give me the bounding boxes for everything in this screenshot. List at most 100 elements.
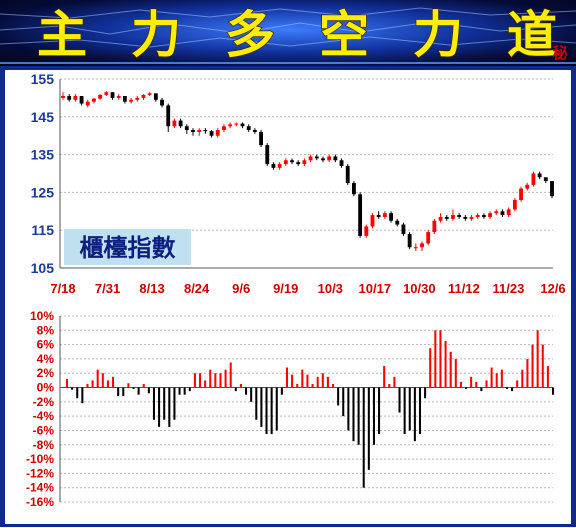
change-bar <box>352 387 355 442</box>
change-bar <box>214 373 217 388</box>
change-bar <box>168 387 171 427</box>
change-y-tick-label: -14% <box>26 481 54 495</box>
change-bar <box>485 380 488 388</box>
candle-body <box>457 215 462 217</box>
change-y-tick-label: -12% <box>26 466 54 480</box>
candle-body <box>550 181 554 197</box>
candle-body <box>67 96 72 100</box>
change-bar <box>331 383 335 388</box>
change-bar <box>316 376 319 388</box>
change-y-tick-label: 2% <box>37 366 55 380</box>
change-bar <box>418 387 422 435</box>
index-label-box <box>64 229 191 265</box>
candle-body <box>475 215 480 217</box>
change-bar <box>91 380 94 388</box>
candle-body <box>122 96 127 102</box>
change-bar <box>219 373 222 388</box>
candle-body <box>73 96 78 100</box>
candle-body <box>308 156 313 161</box>
change-bar <box>280 387 283 395</box>
candle-body <box>135 97 140 100</box>
candle-body <box>395 220 400 225</box>
change-bar <box>270 387 273 435</box>
change-bar <box>188 387 191 392</box>
candle-body <box>469 216 474 219</box>
change-bar <box>459 381 462 388</box>
date-x-tick-label: 8/24 <box>184 281 210 296</box>
candle-body <box>327 156 332 161</box>
change-bar <box>311 383 314 388</box>
candle-body <box>172 120 177 127</box>
change-bar <box>306 374 309 388</box>
candle-body <box>358 194 363 236</box>
change-bar <box>480 387 483 392</box>
change-bar <box>245 387 248 395</box>
change-bar <box>147 387 150 394</box>
candle-body <box>166 105 171 127</box>
change-bar <box>275 387 278 431</box>
change-bar <box>173 387 176 420</box>
change-y-tick-label: -16% <box>26 495 54 509</box>
change-bar <box>296 383 299 388</box>
change-bar <box>511 387 514 392</box>
change-y-tick-labels: 10%8%6%4%2%0%-2%-4%-6%-8%-10%-12%-14%-16… <box>26 309 54 509</box>
change-bar <box>470 376 473 388</box>
banner-title-char: 道 <box>507 7 557 63</box>
candle-body <box>488 213 493 217</box>
change-bar <box>112 376 115 388</box>
change-bar <box>127 383 130 388</box>
change-bar <box>76 387 79 399</box>
candle-body <box>407 233 412 248</box>
candle-body <box>543 177 548 182</box>
price-y-tick-label: 115 <box>31 222 54 238</box>
change-bar <box>224 369 227 388</box>
change-y-tick-label: -8% <box>33 438 55 452</box>
candle-body <box>228 124 233 127</box>
candle-body <box>296 162 301 165</box>
change-bar <box>178 387 181 395</box>
candle-body <box>512 199 517 210</box>
change-bar <box>357 387 360 445</box>
candle-body <box>525 184 530 189</box>
candle-body <box>184 126 189 131</box>
candle-body <box>438 216 443 221</box>
banner-badge: 秘 <box>552 44 567 62</box>
candle-body <box>234 123 239 125</box>
candle-body <box>506 209 511 216</box>
banner-title-char: 主 <box>37 7 87 63</box>
change-bar <box>234 387 237 392</box>
change-bar <box>526 358 529 388</box>
change-y-tick-label: 4% <box>37 352 55 366</box>
date-x-tick-label: 8/13 <box>139 281 164 296</box>
candle-body <box>116 96 121 98</box>
date-x-tick-label: 9/19 <box>273 281 298 296</box>
candle-body <box>302 160 307 165</box>
index-label: 櫃檯指數 <box>64 229 191 265</box>
change-bar <box>106 380 109 388</box>
change-bar <box>434 330 437 388</box>
change-bar <box>367 387 370 470</box>
change-bar <box>96 369 99 388</box>
change-bar <box>516 380 519 388</box>
index-label-text: 櫃檯指數 <box>80 234 176 262</box>
change-bar <box>444 341 447 388</box>
candle-body <box>110 92 115 98</box>
change-bar <box>81 387 84 404</box>
change-bar <box>158 387 161 427</box>
change-bar <box>342 387 345 417</box>
change-bar <box>378 387 381 435</box>
change-bar <box>495 373 498 388</box>
candle-body <box>494 211 499 214</box>
change-bar <box>183 387 186 395</box>
change-bar <box>86 383 89 388</box>
change-bar <box>439 330 442 388</box>
change-bar <box>546 366 549 388</box>
candle-body <box>401 224 406 234</box>
change-bar <box>383 366 386 388</box>
date-x-tick-label: 7/18 <box>50 281 75 296</box>
change-grid <box>60 315 553 503</box>
date-x-tick-label: 11/23 <box>493 281 525 296</box>
candle-body <box>463 216 468 219</box>
change-bar <box>429 348 432 388</box>
